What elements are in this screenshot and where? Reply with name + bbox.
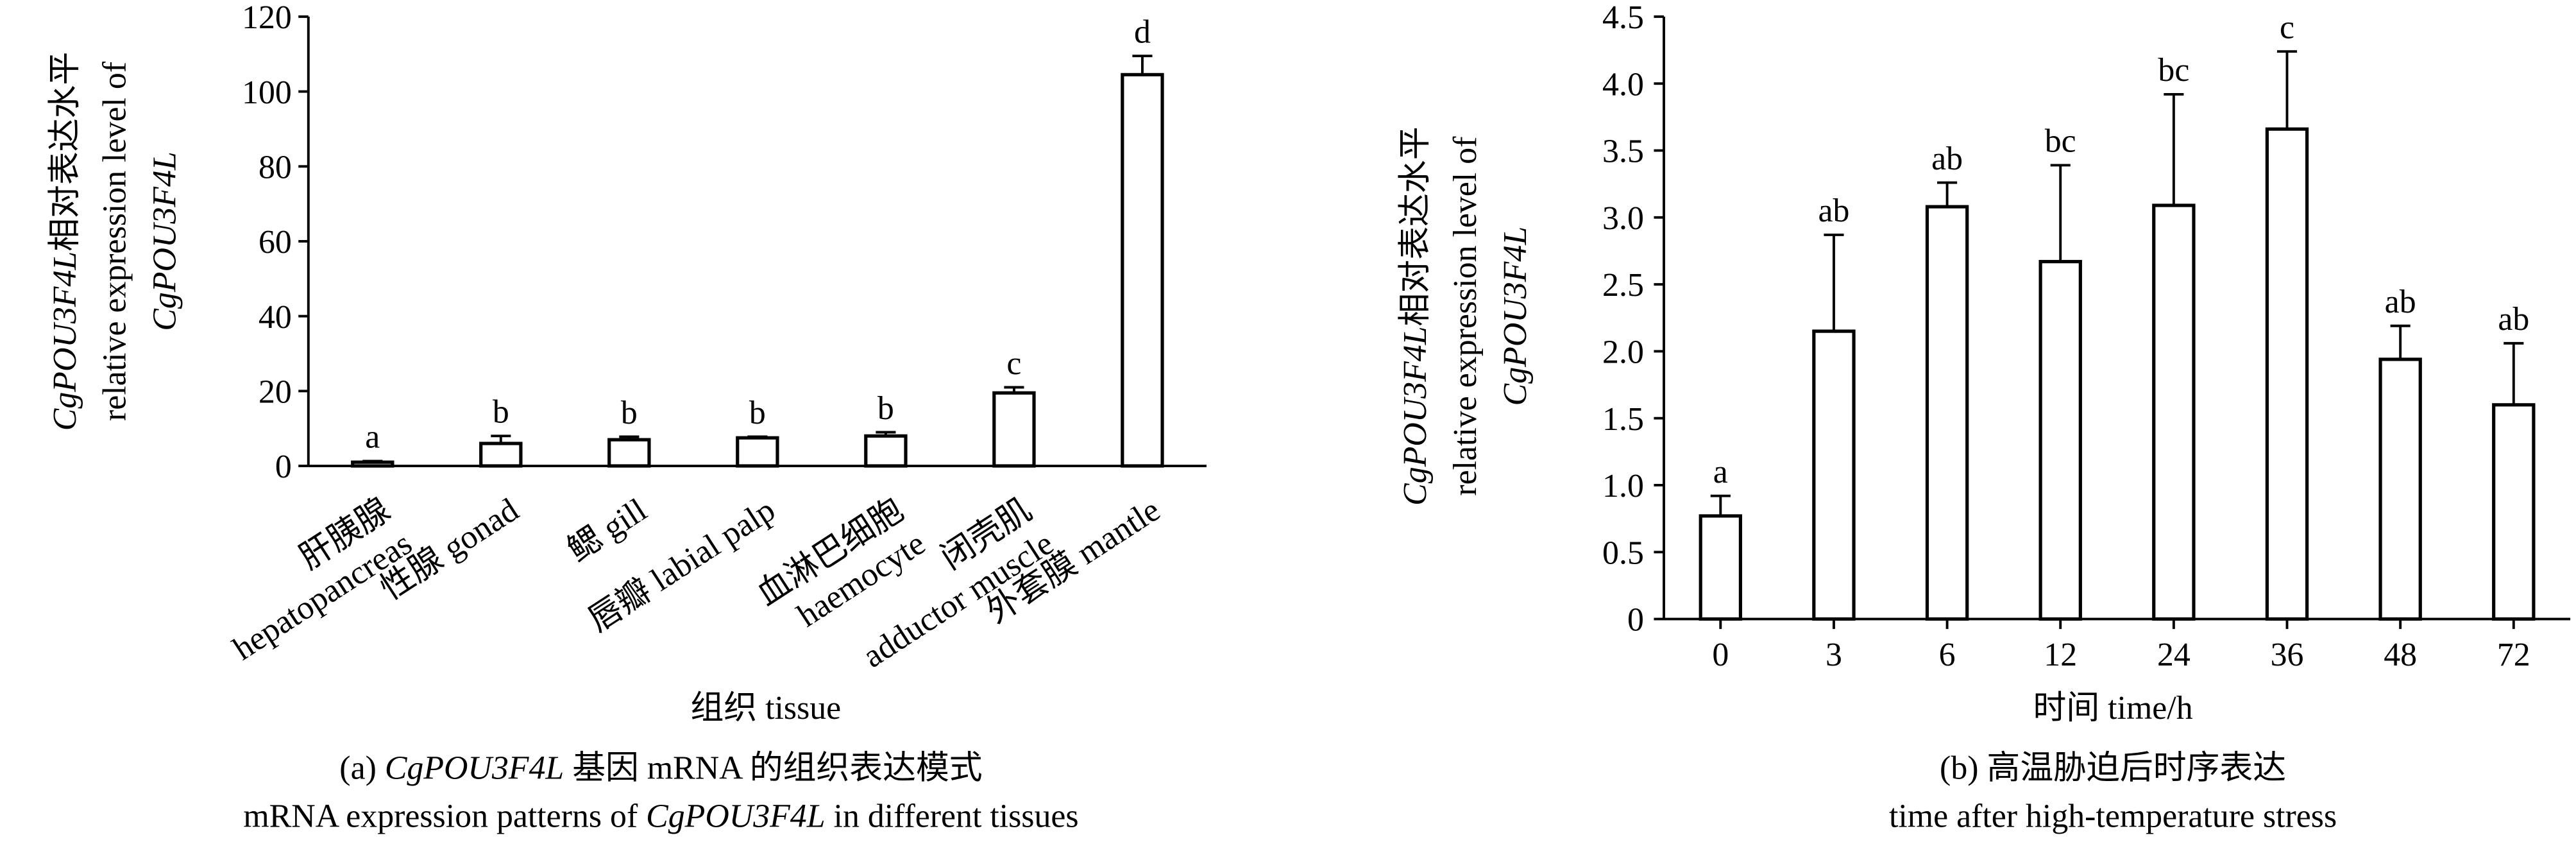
significance-label: ab <box>1818 193 1849 229</box>
y-tick-label: 1.5 <box>1602 401 1644 438</box>
significance-label: bc <box>2158 52 2189 89</box>
x-tick-label: 48 <box>2384 637 2417 673</box>
y-axis-label-part: 相对表达水平 <box>1397 126 1434 326</box>
significance-label: b <box>493 394 509 431</box>
y-tick-label: 2.0 <box>1602 334 1644 371</box>
caption-part: (b) 高温胁迫后时序表达 <box>1940 750 2286 786</box>
significance-label: d <box>1134 13 1151 50</box>
caption-part: (a) <box>339 750 385 786</box>
x-tick-label: 0 <box>1712 637 1729 673</box>
y-tick-label: 1.0 <box>1602 468 1644 504</box>
significance-label: bc <box>2045 123 2076 160</box>
bar <box>1812 329 1856 621</box>
significance-label: b <box>877 390 894 427</box>
caption: time after high-temperature stress <box>1889 798 2337 835</box>
bar <box>1925 205 1969 621</box>
y-tick-label: 0 <box>275 449 292 485</box>
caption-part: 基因 mRNA 的组织表达模式 <box>564 750 982 786</box>
y-tick-label: 100 <box>242 74 292 111</box>
y-axis-label-part: 相对表达水平 <box>47 52 83 252</box>
significance-label: ab <box>2498 301 2529 338</box>
y-tick-label: 0 <box>1627 602 1644 639</box>
y-tick-label: 60 <box>258 224 292 261</box>
y-axis-label-part: relative expression level of <box>1447 136 1484 496</box>
significance-label: a <box>365 419 380 456</box>
bar <box>479 442 523 468</box>
bar <box>607 438 651 468</box>
y-tick-label: 3.0 <box>1602 200 1644 237</box>
y-tick-label: 4.0 <box>1602 66 1644 103</box>
y-axis-label: relative expression level of <box>97 61 133 421</box>
significance-label: ab <box>1931 141 1963 177</box>
y-axis-label: CgPOU3F4L <box>1497 227 1534 406</box>
caption-part: in different tissues <box>826 798 1079 835</box>
caption: mRNA expression patterns of CgPOU3F4L in… <box>243 798 1078 835</box>
significance-label: ab <box>2385 284 2416 320</box>
y-tick-label: 4.5 <box>1602 0 1644 36</box>
bar <box>736 436 779 468</box>
significance-label: b <box>621 395 638 431</box>
bar <box>351 460 394 468</box>
y-tick-label: 0.5 <box>1602 535 1644 571</box>
y-tick-label: 3.5 <box>1602 133 1644 170</box>
y-tick-label: 40 <box>258 299 292 336</box>
significance-label: c <box>1006 345 1021 382</box>
bar <box>2378 357 2422 621</box>
bar <box>864 434 908 468</box>
bar <box>2492 403 2536 621</box>
bar <box>2038 260 2082 621</box>
x-axis-label: 时间 time/h <box>2033 690 2193 726</box>
y-tick-label: 20 <box>258 374 292 410</box>
x-tick-label: 3 <box>1826 637 1842 673</box>
y-tick-label: 2.5 <box>1602 267 1644 304</box>
significance-label: a <box>1713 454 1728 490</box>
y-axis-label-part: relative expression level of <box>97 61 133 421</box>
caption: (b) 高温胁迫后时序表达 <box>1940 750 2286 786</box>
x-tick-label: 12 <box>2044 637 2077 673</box>
x-tick-label: 24 <box>2157 637 2190 673</box>
y-tick-label: 80 <box>258 149 292 185</box>
bar <box>1699 514 1743 621</box>
x-tick-label: 鳃 gill <box>561 492 653 569</box>
caption: (a) CgPOU3F4L 基因 mRNA 的组织表达模式 <box>339 750 982 786</box>
bar <box>1121 73 1164 468</box>
y-tick-label: 120 <box>242 0 292 36</box>
x-tick-label: 72 <box>2497 637 2530 673</box>
y-axis-label: relative expression level of <box>1447 136 1484 496</box>
significance-label: c <box>2280 9 2294 46</box>
y-axis-label: CgPOU3F4L相对表达水平 <box>1397 126 1434 505</box>
x-axis-label: 组织 tissue <box>690 690 841 726</box>
x-tick-label-line: 鳃 gill <box>561 492 653 569</box>
bar <box>2265 127 2309 621</box>
x-tick-label: 36 <box>2271 637 2304 673</box>
caption-part: CgPOU3F4L <box>385 750 564 786</box>
significance-label: b <box>749 395 766 431</box>
caption-part: mRNA expression patterns of <box>243 798 646 835</box>
y-axis-label: CgPOU3F4L <box>146 151 183 331</box>
caption-part: CgPOU3F4L <box>646 798 825 835</box>
caption-part: time after high-temperature stress <box>1889 798 2337 835</box>
y-axis-label-part: CgPOU3F4L <box>47 252 83 431</box>
bar <box>992 391 1036 468</box>
y-axis-label-part: CgPOU3F4L <box>1497 227 1534 406</box>
y-axis-label-part: CgPOU3F4L <box>1397 326 1434 505</box>
y-axis-label-part: CgPOU3F4L <box>146 151 183 331</box>
y-axis-label: CgPOU3F4L相对表达水平 <box>47 52 83 431</box>
bar <box>2152 203 2196 621</box>
x-tick-label: 6 <box>1939 637 1956 673</box>
